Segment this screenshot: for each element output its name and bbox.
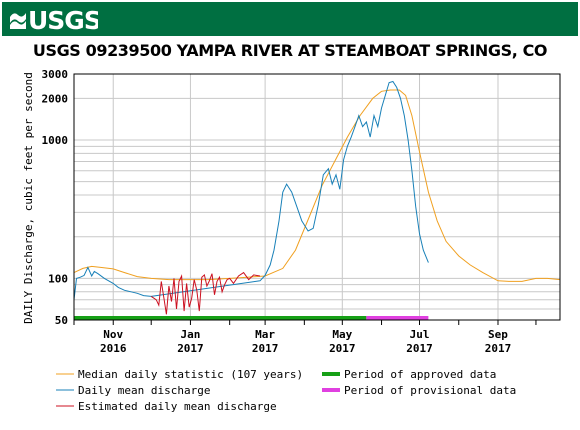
grid-lines xyxy=(73,74,560,325)
x-tick-label: 2017 xyxy=(406,342,433,355)
series-lines xyxy=(73,80,561,315)
y-tick-label: 3000 xyxy=(42,68,69,81)
series-line-1 xyxy=(73,80,429,300)
legend-label: Median daily statistic (107 years) xyxy=(78,368,303,381)
x-tick-label: 2017 xyxy=(252,342,279,355)
usgs-header-bar: USGS xyxy=(2,2,578,36)
x-tick-label: Sep xyxy=(488,328,508,341)
data-period-bar xyxy=(366,316,429,320)
y-tick-labels: 50 100 1000 2000 3000 xyxy=(42,68,69,327)
y-tick-label: 2000 xyxy=(42,92,69,105)
usgs-logo: USGS xyxy=(10,6,98,33)
legend-label: Estimated daily mean discharge xyxy=(78,400,277,413)
y-tick-label: 50 xyxy=(55,314,68,327)
usgs-logo-text: USGS xyxy=(28,6,98,33)
x-tick-label: Mar xyxy=(255,328,275,341)
legend-label: Daily mean discharge xyxy=(78,384,210,397)
x-tick-label: Jan xyxy=(181,328,201,341)
usgs-logo-wave-icon xyxy=(10,21,26,29)
chart-title: USGS 09239500 YAMPA RIVER AT STEAMBOAT S… xyxy=(32,41,548,60)
series-line-2 xyxy=(150,271,261,315)
plot-area-border xyxy=(73,73,561,321)
x-tick-labels: Nov2016Jan2017Mar2017May2017Jul2017Sep20… xyxy=(100,328,511,355)
x-tick-label: May xyxy=(332,328,352,341)
x-tick-label: 2017 xyxy=(177,342,204,355)
x-tick-label: Nov xyxy=(103,328,123,341)
x-tick-label: Jul xyxy=(410,328,430,341)
legend: Median daily statistic (107 years) Daily … xyxy=(56,368,516,413)
x-tick-label: 2017 xyxy=(485,342,512,355)
y-tick-label: 1000 xyxy=(42,134,69,147)
x-tick-label: 2016 xyxy=(100,342,127,355)
x-tick-label: 2017 xyxy=(329,342,356,355)
data-period-bar xyxy=(74,316,367,320)
data-period-bars xyxy=(74,316,429,320)
legend-label: Period of provisional data xyxy=(344,384,516,397)
y-tick-label: 100 xyxy=(48,272,68,285)
legend-label: Period of approved data xyxy=(344,368,496,381)
y-axis-title: DAILY Discharge, cubic feet per second xyxy=(22,72,35,324)
series-line-0 xyxy=(73,89,561,282)
